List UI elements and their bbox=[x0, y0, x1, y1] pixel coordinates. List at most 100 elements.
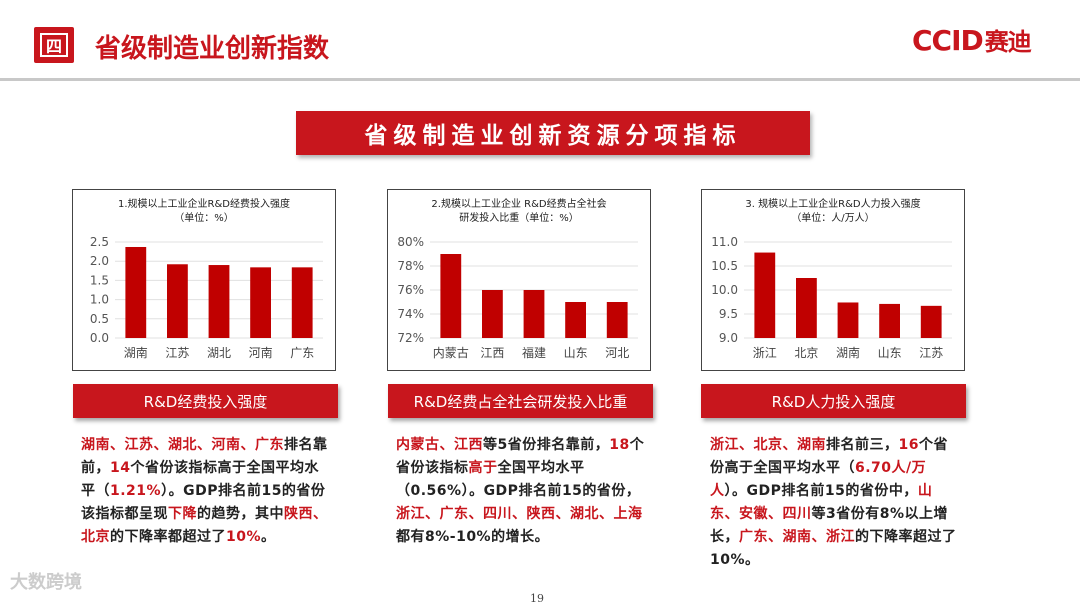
body-text: 的趋势，其中 bbox=[197, 506, 284, 522]
ccid-logo: CCID赛迪 bbox=[912, 22, 1032, 57]
y-tick-label: 76% bbox=[397, 283, 424, 297]
highlight-text: 6.70人/万人 bbox=[710, 460, 927, 499]
logo-sub-text: 赛迪 bbox=[984, 28, 1032, 56]
bar bbox=[879, 303, 900, 338]
body-text: 的下降率超过了10%。 bbox=[710, 529, 957, 568]
chart-1-svg: 2.5 2.0 1.5 1.0 0.5 0.0 湖南 江苏 湖北 河南 广东 bbox=[90, 235, 323, 360]
y-tick-label: 0.0 bbox=[90, 331, 109, 345]
y-tick-label: 1.0 bbox=[90, 293, 109, 307]
logo-text: CCID bbox=[912, 24, 984, 57]
x-tick-label: 河北 bbox=[605, 346, 629, 360]
highlight-text: 1.21% bbox=[110, 483, 162, 499]
x-tick-label: 江西 bbox=[480, 346, 504, 360]
chart-2: 2.规模以上工业企业 R&D经费占全社会 研发投入比重（单位：%） 80% 78% 7… bbox=[387, 189, 651, 371]
body-text: 等5省份排名靠前， bbox=[483, 437, 610, 453]
y-tick-label: 11.0 bbox=[711, 235, 738, 249]
chart-title-line2: （单位：人/万人） bbox=[791, 213, 875, 224]
y-tick-label: 78% bbox=[397, 259, 424, 273]
y-tick-label: 9.0 bbox=[719, 331, 738, 345]
y-tick-label: 10.0 bbox=[711, 283, 738, 297]
highlight-text: 16 bbox=[898, 437, 919, 453]
bar bbox=[250, 267, 271, 338]
x-tick-label: 山东 bbox=[564, 346, 588, 360]
body-text: 等3省份有8%以上增长， bbox=[710, 506, 949, 545]
x-tick-label: 湖南 bbox=[124, 345, 148, 360]
chart-2-title: 2.规模以上工业企业 R&D经费占全社会 研发投入比重（单位：%） bbox=[388, 198, 650, 226]
x-tick-label: 江苏 bbox=[165, 346, 189, 360]
body-text: 全国平均水平（0.56%）。GDP排名前15的省份， bbox=[396, 460, 641, 499]
chart-3-svg: 11.0 10.5 10.0 9.5 9.0 浙江 北京 湖南 山东 江苏 bbox=[711, 235, 952, 360]
indicator-label-1: R&D经费投入强度 bbox=[73, 384, 338, 418]
chart-title-line1: 1.规模以上工业企业R&D经费投入强度 bbox=[118, 199, 290, 210]
bar bbox=[125, 246, 147, 338]
bar bbox=[440, 254, 462, 338]
highlight-text: 14 bbox=[110, 460, 131, 476]
header-divider bbox=[0, 78, 1080, 81]
x-tick-label: 浙江 bbox=[753, 346, 777, 360]
indicator-label-3: R&D人力投入强度 bbox=[701, 384, 966, 418]
body-text: 个省份该指标高于全国平均水平（ bbox=[81, 460, 319, 499]
highlight-text: 内蒙古、江西 bbox=[396, 437, 483, 453]
description-1: 湖南、江苏、湖北、河南、广东排名靠前，14个省份该指标高于全国平均水平（1.21… bbox=[81, 434, 331, 549]
section-number-badge: 四 bbox=[34, 27, 74, 63]
y-tick-label: 80% bbox=[397, 235, 424, 249]
body-text: 。 bbox=[261, 529, 276, 545]
chart-3-title: 3. 规模以上工业企业R&D人力投入强度 （单位：人/万人） bbox=[702, 198, 964, 226]
body-text: ）。GDP排名前15的省份该指标都呈现 bbox=[81, 483, 326, 522]
bar bbox=[482, 290, 503, 338]
x-tick-label: 河南 bbox=[249, 345, 273, 360]
highlight-text: 18 bbox=[609, 437, 630, 453]
chart-title-line2: 研发投入比重（单位：%） bbox=[459, 213, 579, 224]
chart-3: 3. 规模以上工业企业R&D人力投入强度 （单位：人/万人） 11.0 10.5 10… bbox=[701, 189, 965, 371]
body-text: 排名前三， bbox=[826, 437, 899, 453]
watermark: 大数跨境 bbox=[10, 572, 82, 593]
x-tick-label: 内蒙古 bbox=[433, 345, 469, 360]
highlight-text: 10% bbox=[226, 529, 262, 545]
highlight-text: 山东、安徽、四川 bbox=[710, 483, 933, 522]
y-tick-label: 1.5 bbox=[90, 273, 109, 287]
chart-title-line2: （单位：%） bbox=[174, 213, 234, 224]
bar bbox=[565, 302, 586, 338]
y-tick-label: 0.5 bbox=[90, 312, 109, 326]
y-tick-label: 72% bbox=[397, 331, 424, 345]
highlight-text: 高于 bbox=[468, 460, 498, 476]
x-tick-label: 山东 bbox=[878, 346, 902, 360]
y-tick-label: 10.5 bbox=[711, 259, 738, 273]
highlight-text: 广东、湖南、浙江 bbox=[739, 529, 855, 545]
highlight-text: 浙江、广东、四川、陕西、湖北、上海 bbox=[396, 506, 643, 522]
y-tick-label: 9.5 bbox=[719, 307, 738, 321]
chart-title-line1: 3. 规模以上工业企业R&D人力投入强度 bbox=[745, 199, 921, 210]
bar bbox=[523, 290, 545, 338]
indicator-label-2: R&D经费占全社会研发投入比重 bbox=[388, 384, 653, 418]
chart-1: 1.规模以上工业企业R&D经费投入强度 （单位：%） 2.5 2.0 1.5 1.0 0.… bbox=[72, 189, 336, 371]
bar bbox=[754, 252, 776, 338]
x-tick-label: 广东 bbox=[290, 346, 314, 360]
y-tick-label: 2.5 bbox=[90, 235, 109, 249]
chart-title-line1: 2.规模以上工业企业 R&D经费占全社会 bbox=[431, 199, 607, 210]
bar bbox=[796, 278, 817, 338]
bar bbox=[920, 305, 942, 338]
body-text: 个省份该指标 bbox=[396, 437, 645, 476]
page-number: 19 bbox=[530, 592, 544, 605]
description-3: 浙江、北京、湖南排名前三，16个省份高于全国平均水平（6.70人/万人）。GDP… bbox=[710, 434, 960, 572]
body-text: 排名靠前， bbox=[81, 437, 328, 476]
y-tick-label: 74% bbox=[397, 307, 424, 321]
body-text: 的下降率都超过了 bbox=[110, 529, 226, 545]
highlight-text: 下降 bbox=[168, 506, 197, 522]
description-2: 内蒙古、江西等5省份排名靠前，18个省份该指标高于全国平均水平（0.56%）。G… bbox=[396, 434, 646, 549]
x-tick-label: 北京 bbox=[794, 346, 818, 360]
bar bbox=[291, 267, 313, 338]
body-text: ）。GDP排名前15的省份中， bbox=[724, 483, 918, 499]
slide-header: 四 省级制造业创新指数 CCID赛迪 bbox=[0, 0, 1080, 78]
bar bbox=[167, 264, 188, 338]
chart-2-svg: 80% 78% 76% 74% 72% 内蒙古 江西 福建 山东 河北 bbox=[397, 235, 638, 360]
y-tick-label: 2.0 bbox=[90, 254, 109, 268]
bar bbox=[208, 265, 230, 338]
x-tick-label: 福建 bbox=[522, 345, 546, 360]
highlight-text: 湖南、江苏、湖北、河南、广东 bbox=[81, 437, 284, 453]
body-text: 都有8%-10%的增长。 bbox=[396, 529, 550, 545]
x-tick-label: 江苏 bbox=[919, 346, 943, 360]
bar bbox=[837, 302, 859, 338]
x-tick-label: 湖南 bbox=[836, 345, 860, 360]
section-banner: 省级制造业创新资源分项指标 bbox=[296, 111, 810, 155]
